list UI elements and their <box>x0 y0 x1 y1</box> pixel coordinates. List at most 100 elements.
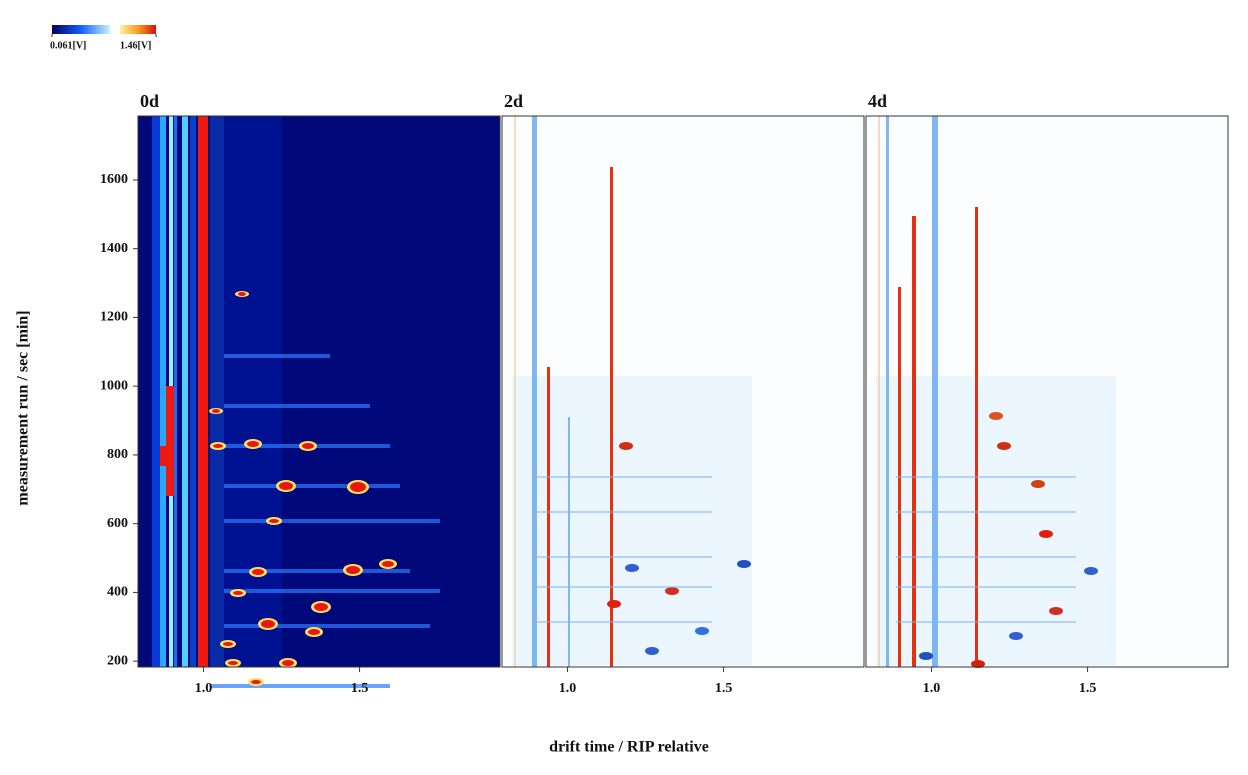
spot <box>619 442 633 450</box>
streak <box>896 476 1076 478</box>
streak <box>210 569 410 573</box>
haze <box>512 376 752 666</box>
spot <box>645 647 659 655</box>
spot <box>282 660 294 666</box>
spot <box>1084 567 1098 575</box>
stripe <box>174 116 177 667</box>
spot <box>695 627 709 635</box>
x-tick-label: 1.0 <box>923 681 941 696</box>
panel <box>137 115 501 688</box>
colorbar-min-label: 0.061[V] <box>50 40 86 51</box>
spot <box>212 409 220 413</box>
panel-title: 0d <box>140 91 159 111</box>
y-tick-label: 600 <box>107 516 128 531</box>
x-tick-label: 1.5 <box>715 681 733 696</box>
stripe <box>210 116 224 667</box>
stripe <box>932 116 938 667</box>
y-tick-label: 400 <box>107 585 128 600</box>
stripe <box>152 116 160 667</box>
y-tick-label: 1000 <box>100 378 128 393</box>
stripe <box>532 116 537 667</box>
stripe <box>182 116 188 667</box>
streak <box>210 484 400 488</box>
stripe <box>514 116 516 667</box>
stripe <box>160 446 174 466</box>
spot <box>261 620 275 628</box>
spot <box>665 587 679 595</box>
streak <box>896 511 1076 513</box>
spot <box>247 441 259 447</box>
spot <box>1039 530 1053 538</box>
spot <box>971 660 985 668</box>
spot <box>1049 607 1063 615</box>
spot <box>737 560 751 568</box>
spot <box>302 443 314 449</box>
spot <box>269 519 279 523</box>
streak <box>210 519 440 523</box>
x-tick-label: 1.5 <box>351 681 369 696</box>
panel-title: 2d <box>504 91 523 111</box>
y-tick-label: 1200 <box>100 310 128 325</box>
stripe <box>886 116 889 667</box>
stripe <box>912 216 916 667</box>
stripe <box>975 207 978 667</box>
streak <box>532 511 712 513</box>
y-tick-label: 1600 <box>100 172 128 187</box>
colorbar-high <box>120 25 156 34</box>
spot <box>252 569 264 575</box>
panel-title: 4d <box>868 91 887 111</box>
stripe <box>547 367 550 667</box>
spot <box>228 661 238 665</box>
streak <box>896 586 1076 588</box>
y-tick-label: 200 <box>107 653 128 668</box>
streak <box>210 354 330 358</box>
y-axis-label: measurement run / sec [min] <box>15 310 32 505</box>
stripe <box>568 417 570 667</box>
spot <box>919 652 933 660</box>
spot <box>233 591 243 595</box>
spot <box>625 564 639 572</box>
streak <box>210 404 370 408</box>
streak <box>896 621 1076 623</box>
stripe <box>610 167 613 667</box>
stripe <box>190 116 196 667</box>
spot <box>308 629 320 635</box>
colorbar-max-label: 1.46[V] <box>120 40 151 51</box>
x-tick-label: 1.5 <box>1079 681 1097 696</box>
panel <box>865 115 1229 668</box>
streak <box>532 586 712 588</box>
panel-frame <box>501 115 865 668</box>
spot <box>314 603 328 611</box>
x-tick-label: 1.0 <box>195 681 213 696</box>
colorbar-low <box>52 25 110 34</box>
spot <box>213 444 223 448</box>
spot <box>346 566 360 574</box>
spot <box>607 600 621 608</box>
panel-frame <box>137 115 501 668</box>
panel <box>501 115 865 668</box>
spot <box>989 412 1003 420</box>
y-tick-label: 800 <box>107 447 128 462</box>
spot <box>223 642 233 646</box>
spot <box>350 482 366 492</box>
streak <box>896 556 1076 558</box>
spot <box>251 680 261 684</box>
x-tick-label: 1.0 <box>559 681 577 696</box>
background-glow <box>222 116 282 667</box>
streak <box>210 589 440 593</box>
streak <box>532 476 712 478</box>
panel-frame <box>865 115 1229 668</box>
stripe <box>166 386 174 496</box>
spot <box>238 292 246 296</box>
stripe <box>878 116 880 667</box>
stripe <box>198 116 208 667</box>
stripe <box>160 116 166 667</box>
spot <box>997 442 1011 450</box>
y-tick-label: 1400 <box>100 241 128 256</box>
streak <box>532 621 712 623</box>
spot <box>279 482 293 490</box>
streak <box>210 684 390 688</box>
spot <box>1009 632 1023 640</box>
spot <box>1031 480 1045 488</box>
